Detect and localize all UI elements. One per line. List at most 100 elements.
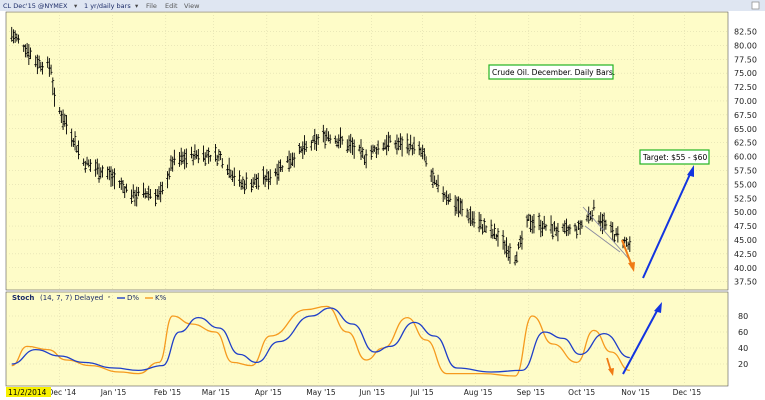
period-label[interactable]: 1 yr/daily bars — [84, 2, 131, 10]
price-bar — [537, 212, 541, 231]
price-bar — [364, 149, 368, 169]
price-bar — [289, 153, 293, 169]
price-bar — [37, 55, 41, 69]
price-bar — [291, 152, 294, 167]
price-tick-label: 77.50 — [734, 55, 757, 64]
price-bar — [35, 54, 39, 75]
menu-view[interactable]: View — [184, 2, 200, 10]
price-bar — [520, 230, 524, 250]
price-bar — [178, 151, 181, 167]
price-bar — [477, 211, 481, 233]
price-bar — [135, 186, 139, 207]
price-bar — [518, 235, 522, 248]
price-bar — [542, 215, 546, 230]
price-bar — [409, 134, 413, 150]
close-icon[interactable] — [751, 1, 760, 10]
price-bar — [227, 157, 231, 179]
price-bar — [491, 228, 495, 239]
price-tick-label: 50.00 — [734, 208, 757, 217]
price-tick-label: 82.50 — [734, 27, 757, 36]
price-bar — [625, 237, 628, 247]
price-tick-label: 40.00 — [734, 264, 757, 273]
price-bar — [172, 149, 176, 166]
price-bar — [193, 144, 197, 160]
price-bar — [465, 208, 469, 219]
price-bar — [83, 160, 87, 173]
x-tick-label: Jan '15 — [100, 388, 127, 397]
price-bar — [304, 140, 308, 152]
price-bar — [325, 128, 329, 142]
price-bar — [503, 240, 507, 255]
price-bar — [479, 214, 483, 230]
stoch-params-menu-icon[interactable]: ᵉ — [108, 295, 111, 302]
price-bar — [383, 139, 387, 150]
blue-arrow-price — [642, 171, 692, 279]
price-bar — [410, 144, 414, 156]
price-bar — [157, 186, 161, 200]
x-tick-label: Sep '15 — [517, 388, 545, 397]
price-bar — [549, 215, 553, 234]
price-bar — [613, 234, 616, 243]
price-bar — [602, 212, 606, 232]
price-bar — [352, 139, 356, 159]
price-bar — [13, 30, 17, 43]
price-bar — [311, 136, 315, 143]
price-bar — [142, 182, 145, 198]
legend-d-label: D% — [127, 294, 139, 302]
price-bar — [49, 64, 53, 75]
x-tick-label: May '15 — [306, 388, 336, 397]
price-bar — [205, 149, 209, 158]
price-bar — [121, 180, 125, 194]
price-tick-label: 72.50 — [734, 83, 757, 92]
orange-arrowhead-price — [628, 262, 635, 272]
price-bar — [611, 222, 615, 240]
menu-file[interactable]: File — [146, 2, 157, 10]
legend-k-label: K% — [155, 294, 167, 302]
price-bar — [243, 180, 246, 195]
stoch-k-line — [11, 305, 630, 377]
blue-arrowhead-price — [687, 165, 694, 177]
price-tick-label: 52.50 — [734, 194, 757, 203]
price-tick-label: 42.50 — [734, 250, 757, 259]
price-bar — [232, 167, 236, 187]
price-bar — [455, 196, 459, 214]
price-bar — [544, 223, 548, 231]
price-bar — [405, 133, 409, 154]
price-bar — [268, 169, 272, 186]
price-bar — [351, 137, 354, 155]
price-bar — [532, 213, 536, 234]
price-bar — [267, 171, 270, 190]
price-bar — [604, 219, 608, 230]
price-bar — [17, 34, 20, 44]
price-bar — [287, 150, 291, 172]
price-bar — [553, 221, 556, 232]
start-date-label: 11/2/2014 — [8, 388, 47, 397]
price-tick-label: 45.00 — [734, 236, 757, 245]
price-bar — [347, 135, 351, 152]
period-dropdown-icon[interactable]: ▾ — [135, 2, 139, 10]
price-bar — [453, 195, 457, 216]
stoch-lines — [11, 305, 630, 377]
price-bar — [196, 148, 200, 164]
price-bar — [554, 226, 558, 237]
price-bar — [109, 166, 113, 187]
price-bar — [27, 44, 31, 66]
price-bar — [149, 188, 152, 199]
price-bar — [95, 158, 99, 175]
price-bar — [159, 181, 163, 203]
price-bar — [551, 223, 555, 240]
price-bar — [203, 152, 207, 166]
price-bar — [361, 147, 365, 158]
stoch-tick-label: 60 — [738, 328, 748, 337]
symbol-dropdown-icon[interactable]: ▾ — [74, 2, 78, 10]
menu-edit[interactable]: Edit — [165, 2, 178, 10]
price-bar — [422, 148, 426, 161]
price-bar — [472, 211, 476, 228]
symbol-label[interactable]: CL Dec'15 @NYMEX — [3, 2, 68, 10]
price-bar — [530, 215, 534, 234]
price-bar — [515, 251, 519, 264]
price-bar — [398, 133, 402, 150]
price-bar — [262, 166, 265, 185]
price-bar — [169, 155, 173, 171]
price-bar — [385, 134, 389, 156]
